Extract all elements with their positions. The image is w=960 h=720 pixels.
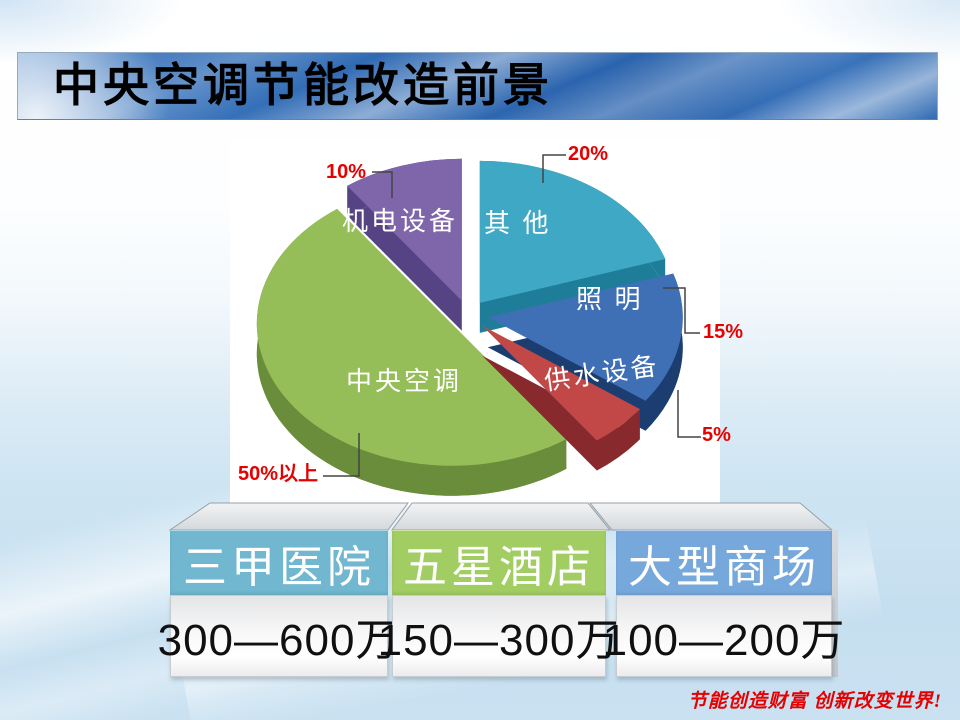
- table-top-col3: [588, 502, 834, 531]
- table-value-label: 300—600万: [157, 616, 401, 665]
- pie-chart: [256, 154, 701, 496]
- table-header-hotel: 五星酒店: [392, 530, 606, 595]
- pie-chart-panel: 机电设备 其 他 照 明 供水设备 中央空调 20% 10% 15% 5% 50…: [230, 138, 743, 506]
- table-header-label: 大型商场: [628, 542, 820, 592]
- callout-line-mech: [372, 171, 393, 198]
- table-top-col2: [391, 502, 612, 531]
- footer-slogan: 节能创造财富 创新改变世界!: [687, 691, 942, 712]
- callout-label-water: 5%: [702, 424, 731, 446]
- callout-line-water: [677, 390, 701, 438]
- pie-slice-top: [479, 160, 666, 303]
- table-value-label: 150—300万: [377, 616, 621, 665]
- pie-slice-top: [347, 158, 462, 301]
- slice-label-central-ac: 中央空调: [346, 367, 463, 396]
- pie-slice-top: [487, 273, 683, 401]
- table-3d-top: [168, 502, 834, 531]
- callout-line-lighting: [663, 287, 700, 334]
- callout-line-other: [542, 154, 566, 183]
- pie-slice-rim: [645, 273, 683, 431]
- callout-label-other: 20%: [568, 143, 609, 165]
- table-header-label: 三甲医院: [183, 542, 375, 592]
- callout-line-central-ac: [323, 433, 360, 477]
- pie-slices: [256, 158, 683, 496]
- title-bar: 中央空调节能改造前景: [17, 52, 938, 120]
- table-value-label: 100—200万: [602, 616, 846, 665]
- table-header-label: 五星酒店: [403, 542, 595, 592]
- slice-label-mech-equipment: 机电设备: [342, 207, 459, 236]
- table-3d-side: [832, 530, 838, 677]
- table-value-mall: 100—200万: [603, 595, 844, 677]
- pie-slice-top: [482, 325, 640, 441]
- table-value-hotel: 150—300万: [378, 595, 619, 677]
- pie-slice-top: [256, 208, 567, 466]
- table-header-hospital: 三甲医院: [170, 530, 388, 595]
- slice-label-lighting: 照 明: [576, 285, 644, 314]
- pie-slice-rim: [596, 409, 640, 471]
- slice-label-other: 其 他: [484, 209, 552, 238]
- table-top-col1: [168, 502, 409, 531]
- page-title: 中央空调节能改造前景: [53, 60, 553, 111]
- table-value-hospital: 300—600万: [158, 595, 399, 677]
- callout-label-mech: 10%: [326, 161, 367, 183]
- callout-label-central-ac: 50%以上: [238, 463, 319, 485]
- pie-slice-rim: [256, 208, 567, 496]
- pie-callout-lines: [323, 154, 701, 477]
- table-header-mall: 大型商场: [616, 530, 832, 595]
- callout-label-lighting: 15%: [703, 321, 744, 343]
